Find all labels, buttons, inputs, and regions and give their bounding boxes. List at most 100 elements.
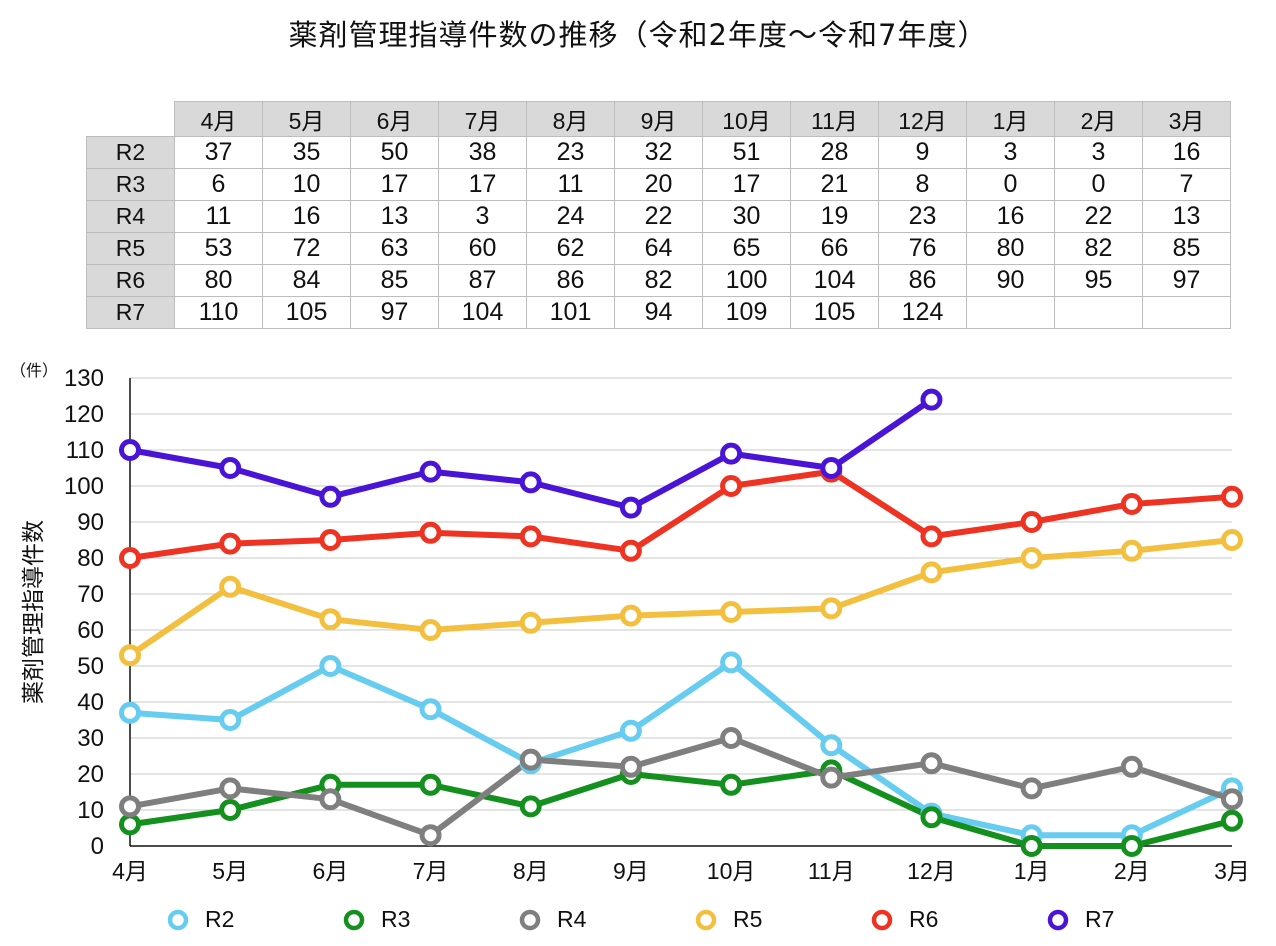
y-tick-label: 120 [64, 401, 104, 428]
table-row-label: R4 [86, 200, 175, 233]
data-point-R3 [1020, 835, 1043, 857]
data-point-R5 [119, 644, 141, 667]
legend-item-R3: R3 [341, 906, 410, 933]
table-cell: 23 [526, 136, 615, 169]
y-tick-label: 70 [77, 581, 104, 608]
table-cell: 3 [1054, 136, 1143, 169]
data-point-R5 [1120, 539, 1143, 562]
table-cell: 82 [614, 264, 703, 297]
table-cell: 28 [790, 136, 879, 169]
data-point-R4 [619, 755, 642, 778]
data-point-R5 [820, 597, 843, 620]
legend-item-R7: R7 [1045, 906, 1114, 933]
data-point-R5 [1221, 529, 1243, 551]
table-cell: 97 [350, 296, 439, 329]
table-cell: 85 [1142, 232, 1231, 265]
table-cell: 13 [1142, 200, 1231, 233]
chart-legend: R2 R3 R4 R5 R6 R7 [0, 900, 1276, 946]
data-point-R3 [920, 806, 943, 829]
table-cell: 20 [614, 168, 703, 201]
table-row: R2 37 35 50 38 23 32 51 28 9 3 3 16 [86, 136, 1231, 169]
table-column-header: 1月 [966, 101, 1055, 137]
table-cell: 3 [438, 200, 527, 233]
y-tick-label: 80 [77, 545, 104, 572]
table-cell: 87 [438, 264, 527, 297]
x-tick-label: 10月 [707, 858, 756, 884]
data-point-R6 [920, 525, 943, 548]
table-cell [1142, 296, 1231, 329]
y-tick-label: 50 [77, 653, 104, 680]
data-point-R7 [219, 457, 242, 479]
y-unit-label: （件） [10, 361, 58, 380]
y-tick-label: 90 [77, 509, 104, 536]
table-cell: 105 [262, 296, 351, 329]
data-point-R4 [119, 795, 141, 818]
data-point-R4 [1120, 755, 1143, 778]
x-tick-label: 3月 [1214, 858, 1250, 884]
legend-marker [695, 909, 717, 930]
data-point-R6 [119, 547, 141, 569]
table-column-header: 2月 [1054, 101, 1143, 137]
data-point-R4 [1020, 777, 1043, 800]
data-point-R5 [219, 575, 242, 598]
y-tick-label: 100 [64, 473, 104, 500]
data-point-R7 [820, 457, 843, 479]
table-cell: 24 [526, 200, 615, 233]
table-cell: 17 [702, 168, 791, 201]
table-cell: 22 [614, 200, 703, 233]
data-point-R5 [319, 608, 342, 631]
table-cell: 84 [262, 264, 351, 297]
table-row-label: R2 [86, 136, 175, 169]
line-chart: 0 10 20 30 40 50 60 70 80 90 100 110 120 130 4月 5月 6月 7月 8… [10, 361, 1250, 884]
table-cell: 101 [526, 296, 615, 329]
y-tick-label: 20 [77, 761, 104, 788]
legend-item-R6: R6 [869, 906, 938, 933]
table-cell [1054, 296, 1143, 329]
legend-marker-circle [695, 909, 717, 930]
table-column-header: 4月 [174, 101, 263, 137]
table-cell: 35 [262, 136, 351, 169]
table-cell: 85 [350, 264, 439, 297]
table-cell: 64 [614, 232, 703, 265]
series-line-R4 [127, 735, 1235, 839]
data-point-R4 [219, 777, 242, 800]
data-point-R5 [519, 611, 542, 634]
data-point-R7 [319, 485, 342, 508]
data-point-R5 [419, 619, 442, 641]
data-point-R6 [1221, 485, 1243, 508]
table-cell: 16 [1142, 136, 1231, 169]
table-cell: 50 [350, 136, 439, 169]
table-cell: 19 [790, 200, 879, 233]
data-point-R4 [820, 766, 843, 789]
data-point-R7 [720, 442, 743, 465]
y-tick-label: 110 [66, 437, 104, 464]
x-tick-label: 6月 [312, 858, 348, 884]
data-point-R5 [1020, 547, 1043, 569]
table-cell: 38 [438, 136, 527, 169]
data-point-R5 [720, 601, 743, 623]
series-line-R5 [127, 537, 1235, 659]
x-tick-label: 5月 [212, 858, 248, 884]
data-point-R6 [1120, 493, 1143, 515]
table-cell: 53 [174, 232, 263, 265]
table-cell: 82 [1054, 232, 1143, 265]
legend-marker [167, 909, 189, 930]
table-column-header: 6月 [350, 101, 439, 137]
table-cell: 76 [878, 232, 967, 265]
table-column-header: 5月 [262, 101, 351, 137]
table-column-header: 8月 [526, 101, 615, 137]
table-row: R4 11 16 13 3 24 22 30 19 23 16 22 13 [86, 200, 1231, 233]
table-cell: 17 [438, 168, 527, 201]
table-cell [966, 296, 1055, 329]
table-cell: 0 [1054, 168, 1143, 201]
table-cell: 0 [966, 168, 1055, 201]
table-cell: 60 [438, 232, 527, 265]
table-row: R5 53 72 63 60 62 64 65 66 76 80 82 85 [86, 232, 1231, 265]
data-point-R4 [1221, 788, 1243, 811]
data-point-R7 [519, 471, 542, 494]
table-cell: 100 [702, 264, 791, 297]
table-cell: 110 [174, 296, 263, 329]
table-cell: 80 [966, 232, 1055, 265]
legend-label: R2 [205, 906, 235, 932]
data-point-R4 [720, 727, 743, 749]
